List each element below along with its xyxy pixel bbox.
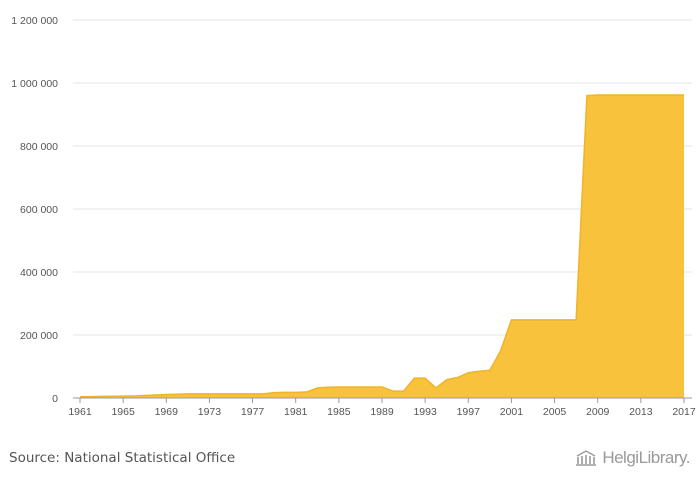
library-building-icon bbox=[574, 449, 598, 467]
x-tick-label: 1981 bbox=[284, 406, 308, 418]
x-tick-label: 1965 bbox=[111, 406, 135, 418]
y-tick-label: 400 000 bbox=[20, 267, 58, 279]
x-tick-label: 2005 bbox=[543, 406, 567, 418]
y-tick-label: 1 200 000 bbox=[11, 15, 58, 27]
x-tick-label: 1985 bbox=[327, 406, 351, 418]
x-tick-label: 2009 bbox=[586, 406, 610, 418]
x-tick-label: 1969 bbox=[155, 406, 179, 418]
brand-name: HelgiLibrary. bbox=[602, 448, 690, 467]
x-tick-label: 2001 bbox=[500, 406, 524, 418]
series-area bbox=[80, 94, 684, 398]
y-tick-label: 0 bbox=[52, 393, 58, 405]
y-tick-label: 800 000 bbox=[20, 141, 58, 153]
area-chart: 0 200 000 400 000 600 000 800 000 1 000 000 1 … bbox=[11, 15, 696, 418]
x-tick-label: 1997 bbox=[457, 406, 481, 418]
x-tick-label: 1977 bbox=[241, 406, 265, 418]
y-tick-label: 200 000 bbox=[20, 330, 58, 342]
x-tick-label: 2017 bbox=[672, 406, 696, 418]
x-tick-label: 2013 bbox=[629, 406, 653, 418]
x-tick-label: 1973 bbox=[198, 406, 222, 418]
x-tick-label: 1961 bbox=[68, 406, 92, 418]
series-line bbox=[79, 94, 684, 398]
x-tick-label: 1989 bbox=[370, 406, 394, 418]
y-tick-label: 1 000 000 bbox=[11, 78, 58, 90]
brand-logo[interactable]: HelgiLibrary. bbox=[574, 448, 690, 468]
x-tick-label: 1993 bbox=[413, 406, 437, 418]
y-tick-label: 600 000 bbox=[20, 204, 58, 216]
source-note: Source: National Statistical Office bbox=[9, 450, 236, 466]
